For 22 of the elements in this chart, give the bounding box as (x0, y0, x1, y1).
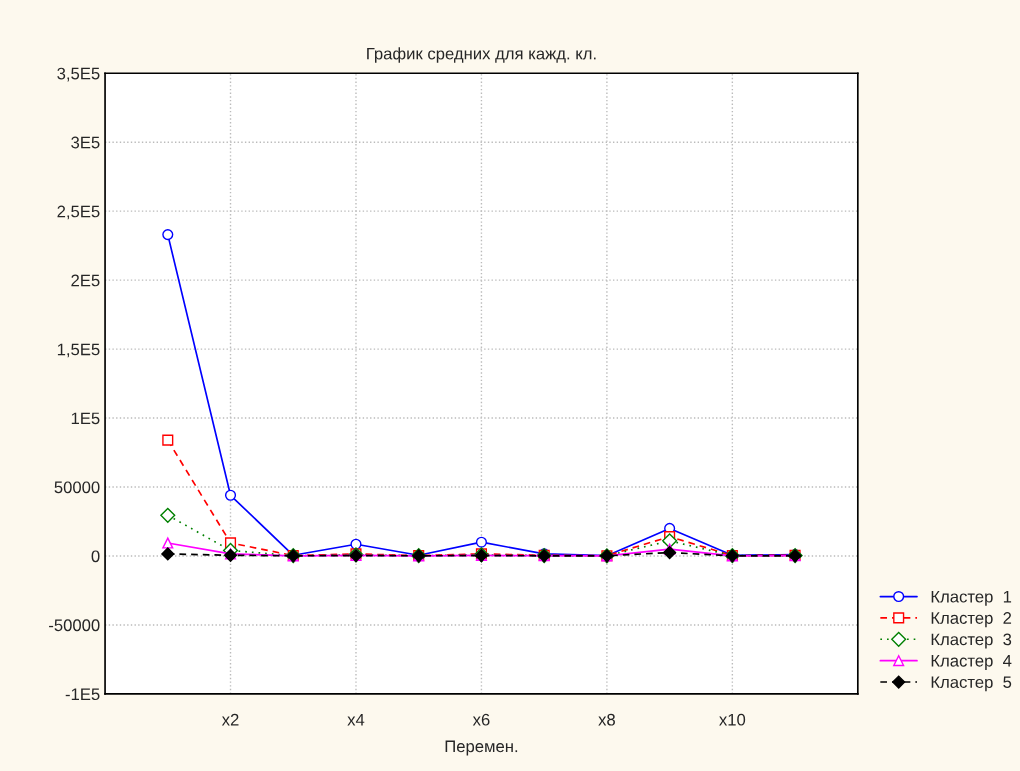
y-tick-label: 1,5E5 (57, 343, 100, 358)
x-tick-label: x6 (472, 713, 490, 726)
y-tick-label: -50000 (49, 619, 100, 632)
y-tick-label: 2E5 (71, 274, 100, 287)
legend-label: Кластер 4 (931, 655, 1012, 670)
legend-label: Кластер 5 (931, 676, 1012, 692)
legend-label: Кластер 3 (931, 633, 1012, 649)
y-tick-label: 3,5E5 (57, 67, 100, 82)
y-tick-label: 0 (91, 550, 100, 563)
legend-label: Кластер 1 (931, 590, 1012, 606)
chart-title: График средних для кажд. кл. (367, 47, 596, 63)
y-tick-label: 2,5E5 (57, 205, 100, 220)
x-tick-label: x4 (347, 713, 365, 726)
x-tick-label: x10 (719, 713, 746, 726)
y-tick-label: 3E5 (71, 136, 100, 149)
x-tick-label: x2 (221, 713, 239, 726)
x-tick-label: x8 (598, 713, 615, 726)
y-tick-label: -1E5 (65, 688, 100, 701)
x-axis-title: Перемен. (445, 740, 518, 756)
y-tick-label: 50000 (54, 481, 100, 494)
y-tick-label: 1E5 (71, 412, 100, 425)
legend-label: Кластер 2 (931, 612, 1012, 628)
